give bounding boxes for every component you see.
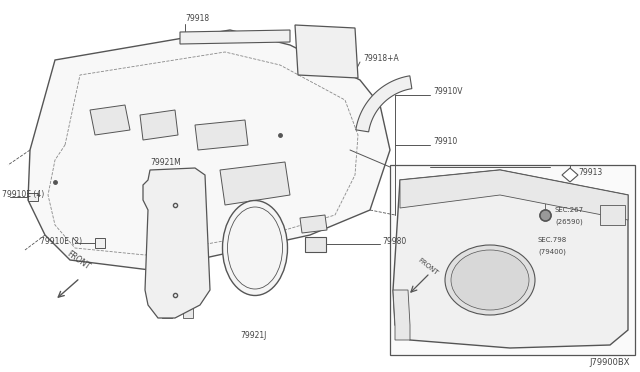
Text: 79980: 79980	[382, 237, 406, 246]
Text: 79918+A: 79918+A	[363, 54, 399, 62]
Text: SEC.267: SEC.267	[555, 207, 584, 213]
Polygon shape	[393, 170, 628, 348]
Polygon shape	[600, 205, 625, 225]
Polygon shape	[165, 250, 201, 260]
Polygon shape	[195, 120, 248, 150]
Text: 79910V: 79910V	[433, 87, 463, 96]
Polygon shape	[28, 30, 390, 270]
Ellipse shape	[451, 250, 529, 310]
Polygon shape	[393, 290, 410, 340]
Text: SEC.798: SEC.798	[538, 237, 567, 243]
Ellipse shape	[445, 245, 535, 315]
Polygon shape	[220, 162, 290, 205]
Polygon shape	[95, 238, 105, 248]
Polygon shape	[162, 305, 172, 318]
Ellipse shape	[223, 201, 287, 295]
Text: 79913: 79913	[578, 167, 602, 176]
Polygon shape	[180, 30, 290, 44]
Text: 79918: 79918	[185, 13, 209, 22]
Polygon shape	[140, 110, 178, 140]
Text: FRONT: FRONT	[417, 257, 439, 277]
Text: (79400): (79400)	[538, 249, 566, 255]
Text: 79910E (4): 79910E (4)	[2, 189, 44, 199]
Polygon shape	[143, 168, 210, 318]
Polygon shape	[90, 105, 130, 135]
Polygon shape	[28, 193, 38, 201]
Text: 79921M: 79921M	[150, 157, 180, 167]
Text: FRONT: FRONT	[65, 250, 92, 272]
Polygon shape	[183, 305, 193, 318]
Text: 79910: 79910	[433, 137, 457, 145]
Polygon shape	[356, 76, 412, 132]
Polygon shape	[400, 170, 628, 220]
Polygon shape	[295, 25, 358, 78]
Text: 79921J: 79921J	[240, 330, 266, 340]
Polygon shape	[390, 165, 635, 355]
Text: J79900BX: J79900BX	[589, 358, 630, 367]
Polygon shape	[305, 237, 326, 252]
Text: (26590): (26590)	[555, 219, 583, 225]
Polygon shape	[562, 168, 578, 182]
Polygon shape	[300, 215, 327, 233]
Text: 79910E (2): 79910E (2)	[40, 237, 82, 246]
